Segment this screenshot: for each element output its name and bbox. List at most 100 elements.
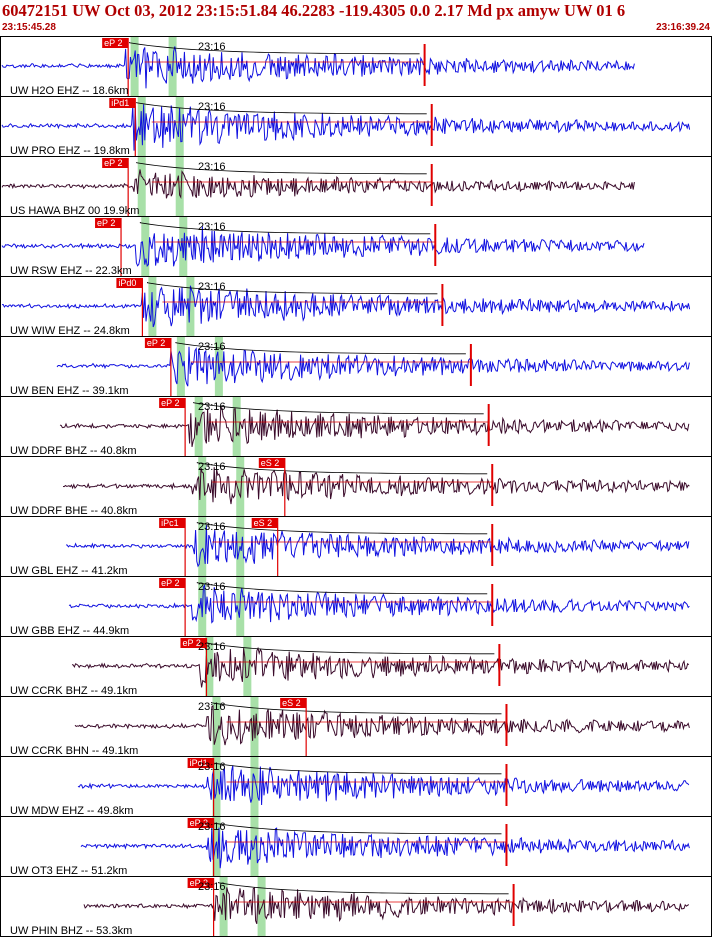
station-label: UW WIW EHZ -- 24.8km (10, 325, 130, 337)
coda-curve (218, 882, 509, 895)
pick-flag[interactable] (187, 758, 214, 768)
station-label: UW RSW EHZ -- 22.3km (10, 265, 132, 277)
trace-panel[interactable]: eP 2 23:16 UW RSW EHZ -- 22.3km (0, 216, 712, 278)
phase-band (236, 457, 245, 516)
pick-flag[interactable] (102, 38, 129, 48)
minute-label: 23:16 (198, 761, 226, 773)
minute-label: 23:16 (198, 881, 226, 893)
pick-flag[interactable] (116, 278, 143, 288)
waveform (65, 525, 690, 568)
coda-curve (136, 162, 427, 175)
trace-panel[interactable]: eP 2 23:16 UW BEN EHZ -- 39.1km (0, 336, 712, 398)
waveform (1, 46, 635, 89)
pick-flag[interactable] (187, 878, 214, 888)
coda-curve (147, 282, 438, 295)
phase-band (243, 637, 252, 696)
pick-label: eP 2 (190, 818, 208, 828)
coda-curve (175, 342, 466, 355)
phase-band (176, 337, 185, 396)
pick-label: eP 2 (104, 158, 122, 168)
waveform (83, 886, 690, 924)
event-title: 60472151 UW Oct 03, 2012 23:15:51.84 46.… (2, 1, 626, 20)
trace-panel[interactable]: eP 223:16 UW PHIN BHZ -- 53.3km (0, 876, 712, 938)
waveform (1, 104, 691, 151)
pick-flag[interactable] (159, 398, 186, 408)
minute-label: 23:16 (198, 461, 226, 473)
phase-band (141, 217, 150, 276)
trace-panel[interactable]: eP 223:16 UW OT3 EHZ -- 51.2km (0, 816, 712, 878)
pick-flag[interactable] (95, 218, 122, 228)
station-label: UW DDRF BHZ -- 40.8km (10, 445, 137, 457)
station-label: UW BEN EHZ -- 39.1km (10, 385, 129, 397)
pick-flag[interactable] (187, 818, 214, 828)
trace-panel[interactable]: eP 2 23:16 UW GBB EHZ -- 44.9km (0, 576, 712, 638)
minute-label: 23:16 (198, 521, 226, 533)
phase-band (194, 397, 203, 456)
waveform (71, 646, 690, 688)
pick-flag[interactable] (159, 578, 186, 588)
trace-panel[interactable]: eS 2 23:16 UW DDRF BHE -- 40.8km (0, 456, 712, 518)
phase-band (205, 637, 214, 696)
pick-flag[interactable] (280, 698, 307, 708)
phase-band (175, 157, 184, 216)
waveform (74, 704, 690, 746)
pick-label: eP 2 (147, 338, 165, 348)
waveform (1, 226, 645, 268)
pick-flag[interactable] (251, 518, 278, 528)
pick-label: eP 2 (97, 218, 115, 228)
trace-panel[interactable]: eS 2 23:16 UW CCRK BHN -- 49.1km (0, 696, 712, 758)
event-header: 60472151 UW Oct 03, 2012 23:15:51.84 46.… (0, 0, 712, 36)
minute-label: 23:16 (198, 41, 226, 53)
waveform (62, 467, 690, 505)
waveform (68, 583, 690, 624)
coda-curve (193, 402, 484, 415)
minute-label: 23:16 (198, 821, 226, 833)
station-label: UW GBB EHZ -- 44.9km (10, 625, 129, 637)
pick-label: eS 2 (254, 518, 273, 528)
station-label: UW MDW EHZ -- 49.8km (10, 805, 133, 817)
window-start-time: 23:15:45.28 (2, 22, 56, 33)
station-label: UW PRO EHZ -- 19.8km (10, 145, 130, 157)
coda-curve (211, 702, 502, 715)
coda-curve (196, 582, 488, 595)
trace-panel[interactable]: iPc1 eS 2 23:16 UW GBL EHZ -- 41.2km (0, 516, 712, 578)
phase-band (175, 97, 184, 156)
trace-panel[interactable]: eP 2 23:16 UW H2O EHZ -- 18.6km (0, 36, 712, 98)
minute-label: 23:16 (198, 641, 226, 653)
phase-band (219, 877, 228, 936)
station-label: UW CCRK BHN -- 49.1km (10, 745, 138, 757)
coda-curve (203, 642, 495, 655)
pick-flag[interactable] (144, 338, 171, 348)
station-label: UW OT3 EHZ -- 51.2km (10, 865, 127, 877)
window-end-time: 23:16:39.24 (656, 22, 710, 33)
pick-flag[interactable] (159, 518, 186, 528)
trace-panel[interactable]: iPd1 23:16 UW PRO EHZ -- 19.8km (0, 96, 712, 158)
minute-label: 23:16 (198, 101, 226, 113)
phase-band (198, 517, 207, 576)
minute-label: 23:16 (198, 221, 226, 233)
trace-panel[interactable]: eP 2 23:16 US HAWA BHZ 00 19.9km (0, 156, 712, 218)
waveform (1, 169, 635, 199)
pick-flag[interactable] (258, 458, 285, 468)
trace-panel[interactable]: eP 2 23:16 UW DDRF BHZ -- 40.8km (0, 396, 712, 458)
pick-flag[interactable] (109, 98, 136, 108)
pick-flag[interactable] (180, 638, 207, 648)
minute-label: 23:16 (198, 701, 226, 713)
trace-panel[interactable]: iPd0 23:16 UW WIW EHZ -- 24.8km (0, 276, 712, 338)
waveform (59, 406, 690, 447)
pick-flag[interactable] (102, 158, 129, 168)
phase-band (198, 457, 207, 516)
coda-curve (211, 762, 502, 775)
waveform (80, 827, 690, 869)
coda-curve (139, 222, 431, 235)
station-label: UW PHIN BHZ -- 53.3km (10, 925, 132, 937)
waveform (56, 346, 690, 387)
minute-label: 23:16 (198, 341, 226, 353)
coda-curve (129, 42, 420, 55)
pick-label: eP 2 (161, 578, 179, 588)
waveform (77, 765, 690, 806)
station-label: UW DDRF BHE -- 40.8km (10, 505, 137, 517)
trace-panel[interactable]: eP 223:16 UW CCRK BHZ -- 49.1km (0, 636, 712, 698)
